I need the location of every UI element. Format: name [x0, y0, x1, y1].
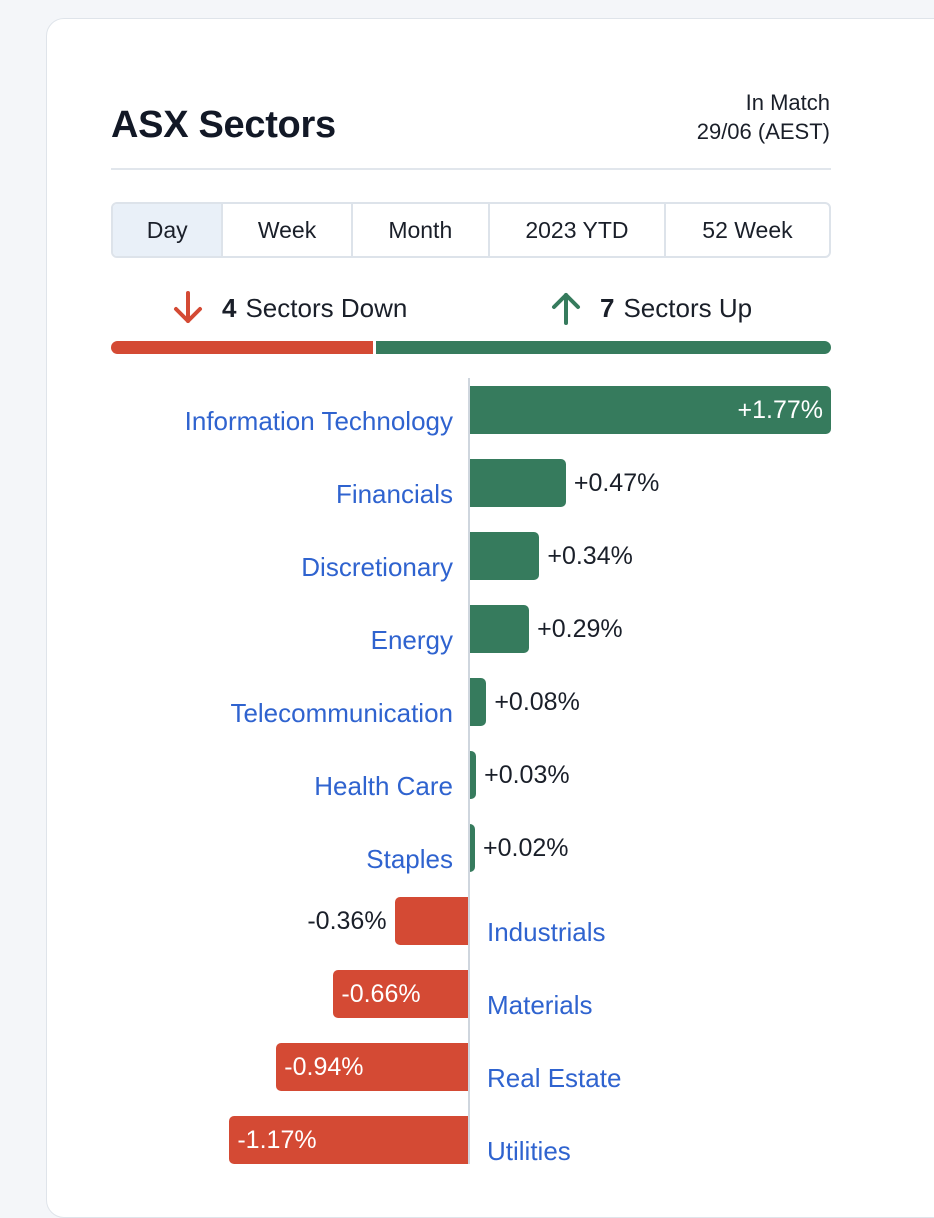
widget-title: ASX Sectors	[111, 104, 336, 146]
sector-link-energy[interactable]: Energy	[370, 625, 453, 655]
sector-link-industrials[interactable]: Industrials	[487, 917, 606, 947]
tab-52-week[interactable]: 52 Week	[702, 216, 793, 243]
sector-link-telecommunication[interactable]: Telecommunication	[230, 698, 453, 728]
tab-day[interactable]: Day	[113, 204, 224, 256]
value-label-materials: -0.66%	[341, 980, 421, 1008]
status-line-1: In Match	[745, 90, 830, 115]
breadth-bar-up	[376, 341, 831, 354]
sectors-up-summary: 7 Sectors Up	[550, 288, 752, 328]
sector-link-materials[interactable]: Materials	[487, 990, 593, 1020]
bar-telecommunication	[470, 678, 487, 726]
bar-health-care	[470, 751, 477, 799]
sectors-down-label: Sectors Down	[245, 292, 408, 323]
market-status: In Match 29/06 (AEST)	[697, 88, 830, 146]
status-date: 29/06 (AEST)	[696, 119, 830, 144]
arrow-up-icon	[550, 290, 582, 326]
sector-link-financials[interactable]: Financials	[335, 479, 453, 509]
bar-industrials	[394, 897, 468, 945]
tab-month[interactable]: Month	[353, 204, 490, 256]
bar-information-technology	[470, 386, 831, 434]
bar-materials	[333, 970, 468, 1018]
tab-2023-ytd[interactable]: 2023 YTD	[490, 204, 666, 256]
value-label-telecommunication: +0.08%	[494, 688, 580, 716]
bar-utilities	[229, 1116, 468, 1164]
value-label-health-care: +0.03%	[484, 761, 570, 789]
sectors-down-count: 4	[222, 292, 237, 323]
sector-link-staples[interactable]: Staples	[366, 844, 453, 874]
period-tabs: Day Week Month 2023 YTD 52 Week	[111, 202, 831, 258]
bar-real-estate	[276, 1043, 468, 1091]
bar-financials	[470, 459, 566, 507]
value-label-real-estate: -0.94%	[284, 1053, 364, 1081]
value-label-energy: +0.29%	[537, 615, 623, 643]
value-label-utilities: -1.17%	[237, 1126, 317, 1154]
sector-link-real-estate[interactable]: Real Estate	[487, 1063, 622, 1093]
value-label-financials: +0.47%	[573, 469, 660, 497]
value-label-staples: +0.02%	[483, 834, 569, 862]
bar-energy	[470, 605, 530, 653]
sectors-down-summary: 4 Sectors Down	[172, 288, 407, 328]
value-label-discretionary: +0.34%	[547, 542, 633, 570]
arrow-down-icon	[172, 290, 204, 326]
value-label-information-technology: +1.77%	[737, 396, 824, 424]
tab-week[interactable]: Week	[223, 204, 353, 256]
chart-zero-axis	[468, 378, 470, 1164]
sectors-up-count: 7	[600, 292, 615, 323]
sector-link-utilities[interactable]: Utilities	[487, 1136, 571, 1166]
sector-link-health-care[interactable]: Health Care	[314, 771, 453, 801]
sector-link-information-technology[interactable]: Information Technology	[184, 406, 453, 436]
bar-discretionary	[470, 532, 540, 580]
sectors-up-label: Sectors Up	[623, 292, 753, 323]
header-divider	[111, 168, 831, 170]
bar-staples	[470, 824, 475, 872]
sector-link-discretionary[interactable]: Discretionary	[301, 552, 453, 582]
value-label-industrials: -0.36%	[307, 907, 387, 935]
breadth-bar-down	[111, 341, 373, 354]
